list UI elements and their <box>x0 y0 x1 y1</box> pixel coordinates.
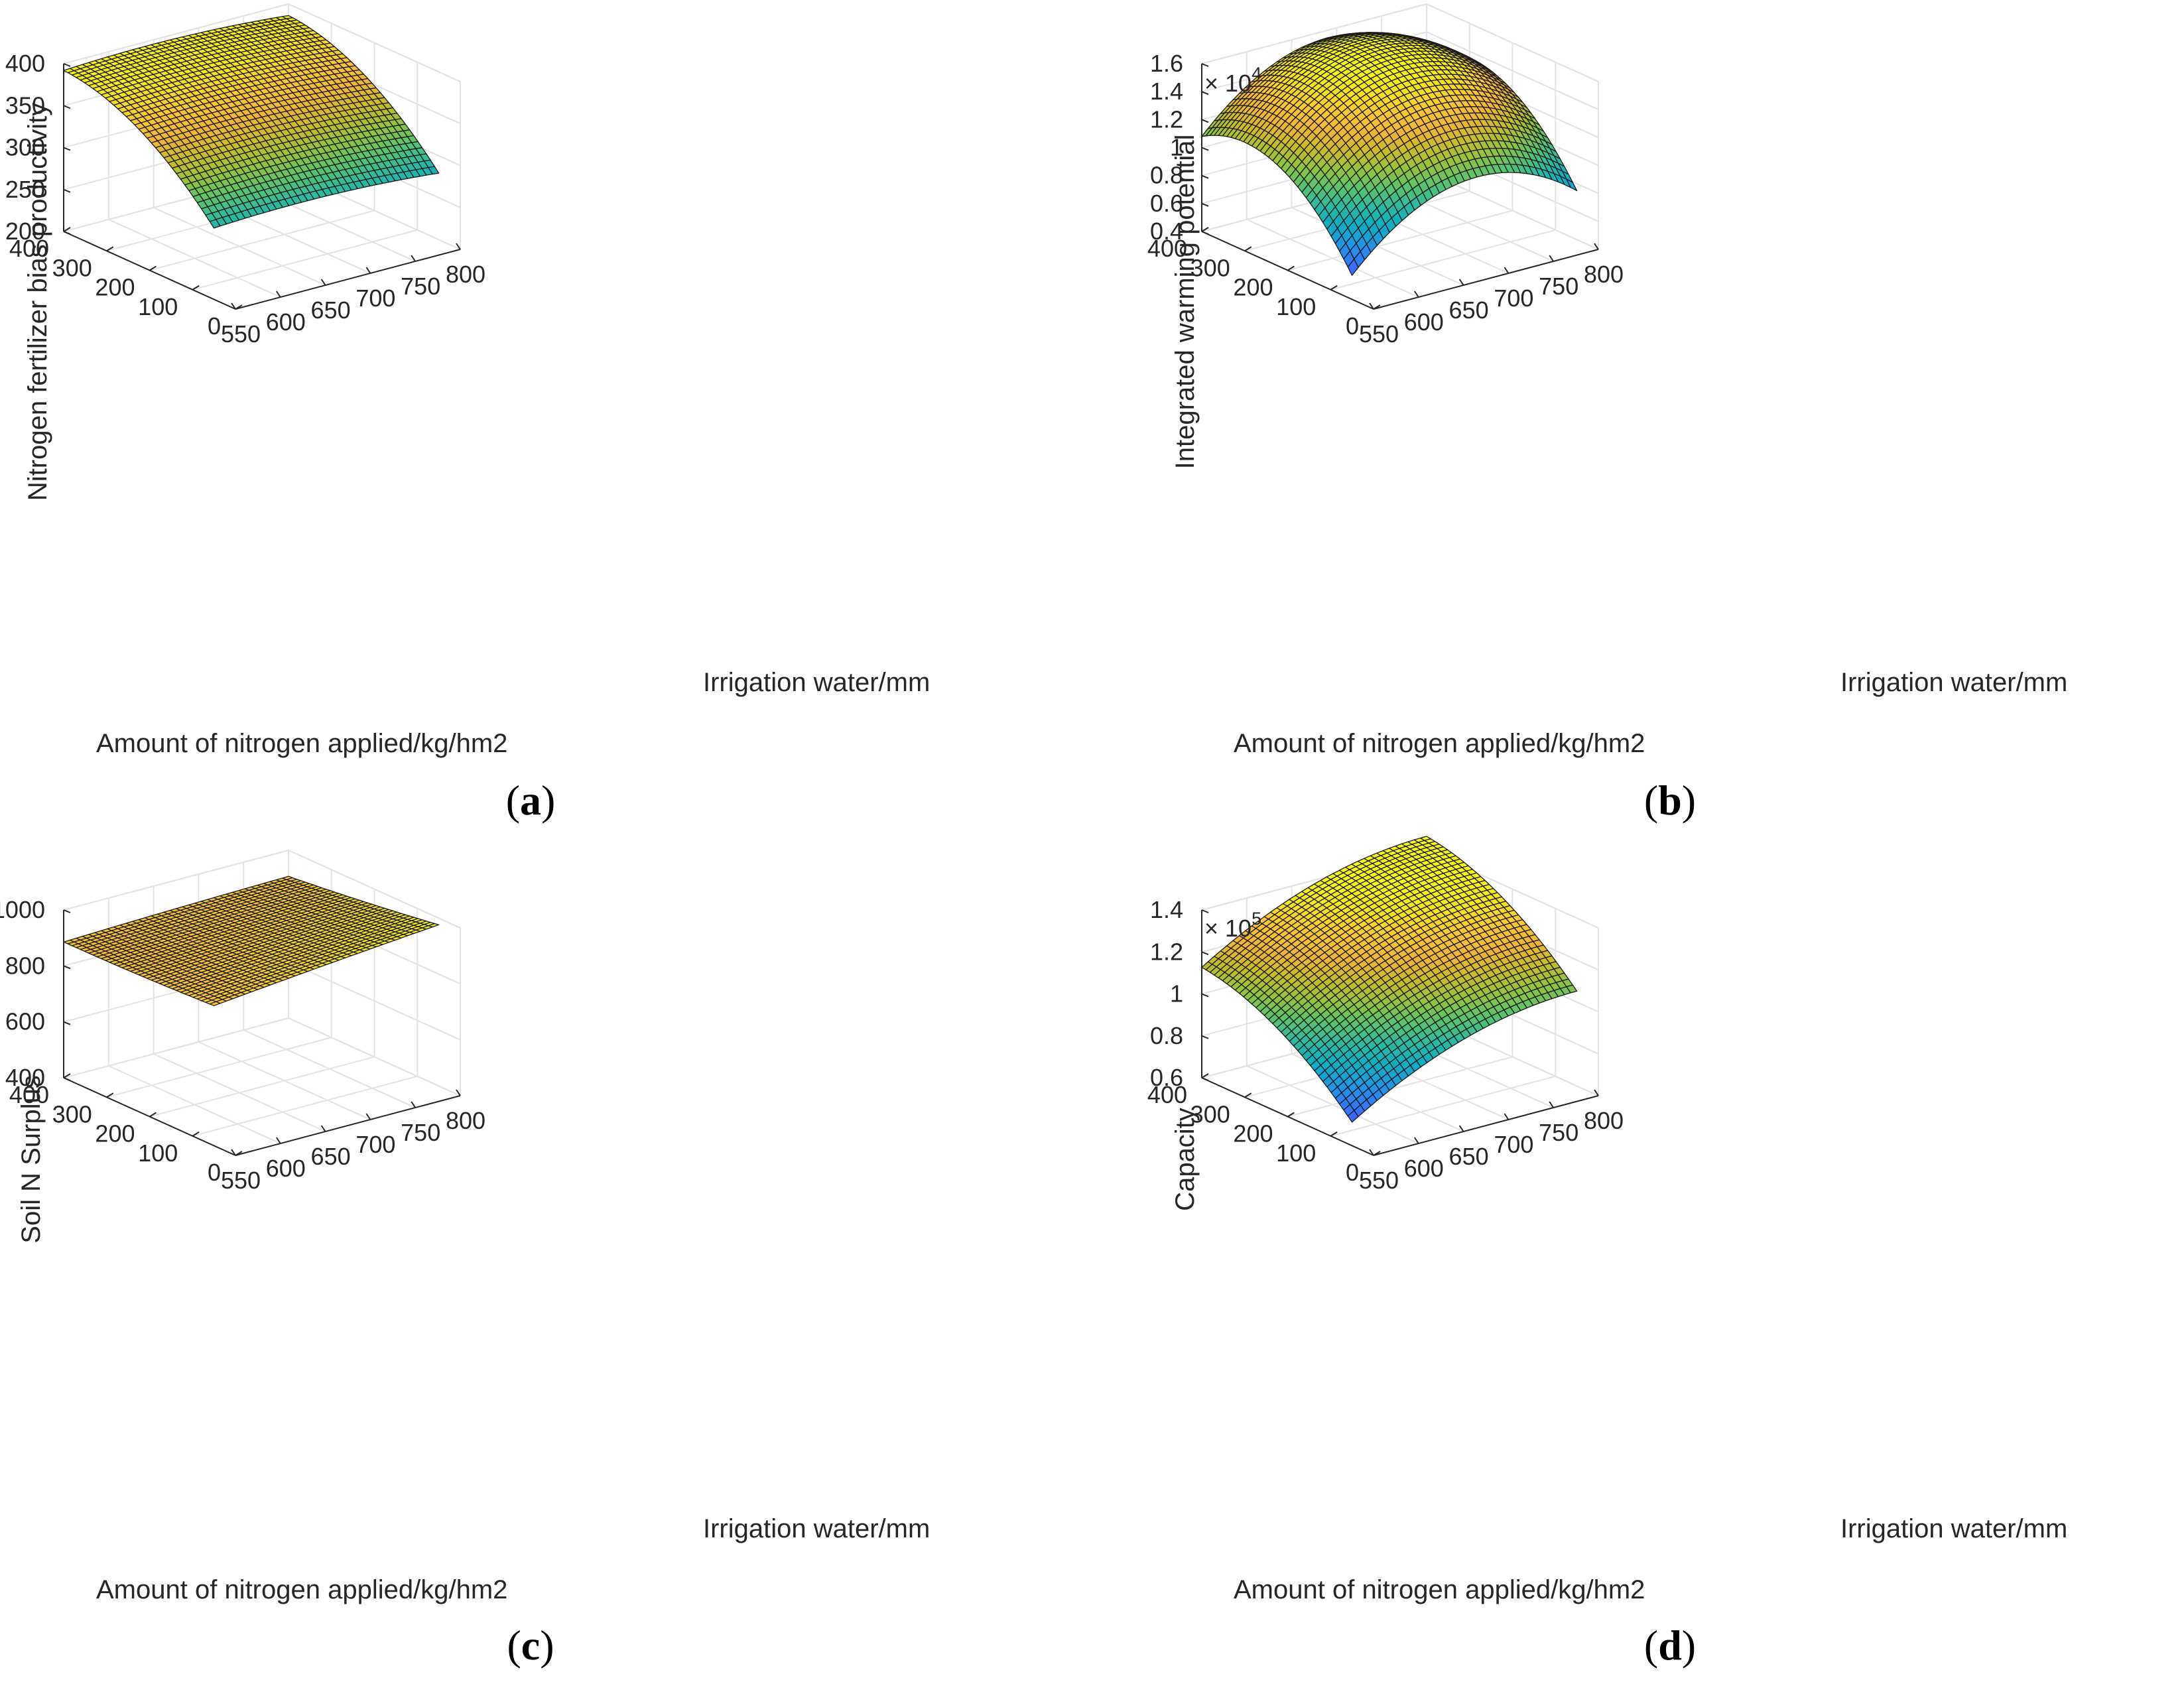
x-tick-label: 700 <box>1494 285 1533 312</box>
x-tick <box>275 291 281 298</box>
y-tick-label: 300 <box>52 254 92 281</box>
x-tick-label: 800 <box>1584 261 1624 288</box>
grid-line <box>192 229 418 291</box>
y-tick <box>106 246 114 252</box>
x-tick <box>411 255 417 262</box>
x-tick-label: 550 <box>1359 320 1399 348</box>
y-tick-label: 200 <box>1233 274 1273 301</box>
panel-b-xlabel: Irrigation water/mm <box>1840 668 2067 697</box>
x-tick-label: 700 <box>355 285 395 312</box>
z-tick-label: 1.2 <box>1150 105 1183 133</box>
z-tick <box>63 105 71 109</box>
z-tick <box>63 63 71 67</box>
z-tick-label: 1000 <box>0 896 45 923</box>
x-tick <box>320 279 326 286</box>
panel-a-caption: (a) <box>506 777 556 824</box>
y-tick-label: 200 <box>95 1120 135 1147</box>
panel-a-ylabel: Amount of nitrogen applied/kg/hm2 <box>96 729 507 758</box>
panel-c-ylabel: Amount of nitrogen applied/kg/hm2 <box>96 1575 507 1604</box>
y-tick <box>192 285 200 291</box>
x-tick <box>365 267 371 274</box>
x-tick-label: 750 <box>401 273 440 300</box>
y-tick-label: 200 <box>95 274 135 301</box>
z-tick-label: 1.6 <box>1150 50 1183 77</box>
x-tick-label: 650 <box>1449 296 1489 324</box>
y-tick-label: 100 <box>1276 293 1316 320</box>
panel-a: 550 600 650 700 750 8000100200300400200250300… <box>5 3 930 824</box>
x-tick-label: 650 <box>311 1143 351 1170</box>
x-tick-label: 550 <box>221 1167 261 1194</box>
y-tick <box>63 227 71 232</box>
y-tick <box>235 304 243 310</box>
z-tick-label: 400 <box>5 50 45 77</box>
panel-b-ylabel: Amount of nitrogen applied/kg/hm2 <box>1234 729 1645 758</box>
y-tick-label: 0 <box>1346 312 1359 340</box>
box-edge <box>63 3 289 64</box>
x-tick-label: 550 <box>221 320 261 348</box>
x-tick-label: 650 <box>311 296 351 324</box>
x-axis-line <box>235 249 461 310</box>
z-tick-label: 600 <box>5 1008 45 1035</box>
panel-b-zlabel: Integrated warming potential <box>1171 135 1200 470</box>
y-tick-label: 0 <box>208 312 221 340</box>
x-tick-label: 750 <box>1539 273 1578 300</box>
panel-c-caption: (c) <box>507 1622 554 1669</box>
y-tick-label: 100 <box>138 1139 178 1167</box>
z-tick <box>63 188 71 193</box>
x-tick-label: 800 <box>446 1107 485 1134</box>
x-tick-label: 600 <box>1404 308 1444 336</box>
z-tick-label: 800 <box>5 952 45 979</box>
x-tick-label: 600 <box>266 1155 306 1182</box>
panel-a-surface <box>63 15 440 229</box>
x-tick <box>456 243 461 250</box>
panel-a-axes <box>63 63 461 310</box>
z-tick-label: 1.4 <box>1150 78 1183 105</box>
box-edge <box>288 3 461 82</box>
y-tick-label: 0 <box>208 1159 221 1186</box>
panel-b-caption: (b) <box>1644 777 1696 824</box>
y-tick-label: 100 <box>138 293 178 320</box>
panel-a-xlabel: Irrigation water/mm <box>703 668 930 697</box>
x-tick-label: 600 <box>266 308 306 336</box>
x-tick-label: 700 <box>355 1131 395 1158</box>
panel-c-xlabel: Irrigation water/mm <box>703 1514 930 1543</box>
grid-line <box>149 210 375 271</box>
panel-c-zlabel: Soil N Surplus <box>17 1075 46 1243</box>
x-tick-label: 750 <box>401 1119 440 1146</box>
panel-a-zlabel: Nitrogen fertilizer bias productivity <box>23 103 52 501</box>
z-tick <box>63 231 71 235</box>
y-tick-label: 300 <box>52 1100 92 1128</box>
x-tick-label: 800 <box>446 261 485 288</box>
z-tick <box>63 147 71 151</box>
x-tick <box>231 302 236 310</box>
y-tick <box>149 265 157 271</box>
